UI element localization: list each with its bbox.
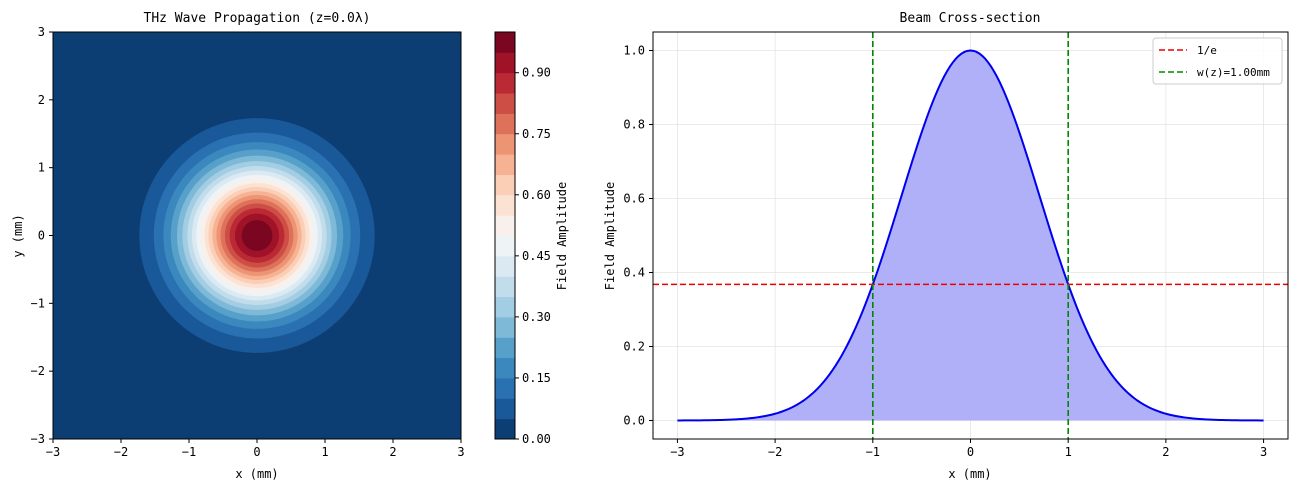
colorbar-tick-label-5: 0.75 [522, 127, 551, 141]
colorbar-band-1 [495, 398, 515, 420]
colorbar-ticks: 0.00 0.15 0.30 0.45 0.60 0.75 0.90 [515, 66, 551, 446]
heatmap-x-tick-label-0: −3 [46, 445, 60, 459]
colorbar-label: Field Amplitude [555, 182, 569, 290]
heatmap-contours [53, 32, 461, 439]
colorbar-band-5 [495, 316, 515, 338]
heatmap-x-tick-label-2: −1 [182, 445, 196, 459]
colorbar-band-10 [495, 215, 515, 236]
heatmap-title: THz Wave Propagation (z=0.0λ) [144, 11, 371, 26]
colorbar-tick-label-3: 0.45 [522, 249, 551, 263]
line-x-ticks: −3 −2 −1 0 1 2 3 [670, 439, 1267, 459]
legend-box [1152, 37, 1283, 85]
line-x-label: x (mm) [948, 467, 991, 481]
colorbar-band-17 [495, 72, 515, 94]
colorbar-band-4 [495, 337, 515, 359]
profile-curve [677, 49, 1264, 422]
heatmap-y-tick-label-0: −3 [31, 432, 45, 446]
colorbar-frame [494, 31, 516, 440]
heatmap-y-ticks: −3 −2 −1 0 1 2 3 [31, 25, 53, 446]
colorbar-band-13 [495, 154, 515, 175]
line-x-tick-label-5: 2 [1162, 445, 1169, 459]
colorbar-band-18 [495, 52, 515, 74]
heatmap-x-tick-label-1: −2 [114, 445, 128, 459]
colorbar-band-11 [495, 194, 515, 216]
colorbar-tick-label-4: 0.60 [522, 188, 551, 202]
line-y-tick-label-1: 0.2 [623, 340, 645, 354]
colorbar-band-16 [495, 93, 515, 114]
colorbar-tick-label-2: 0.30 [522, 310, 551, 324]
colorbar: 0.00 0.15 0.30 0.45 0.60 0.75 0.90 Field Ampli… [494, 31, 569, 446]
colorbar-band-15 [495, 113, 515, 135]
legend: 1/e w(z)=1.00mm [1152, 37, 1283, 85]
line-y-tick-label-2: 0.4 [623, 266, 645, 280]
heatmap-panel: THz Wave Propagation (z=0.0λ) −3 −2 −1 0 1 2 3… [11, 11, 465, 481]
colorbar-band-8 [495, 255, 515, 277]
line-x-tick-label-0: −3 [670, 445, 684, 459]
colorbar-bands [495, 32, 515, 440]
line-y-label: Field Amplitude [603, 182, 617, 290]
line-y-tick-label-3: 0.6 [623, 192, 645, 206]
colorbar-tick-label-0: 0.00 [522, 432, 551, 446]
heatmap-y-tick-label-4: 1 [38, 161, 45, 175]
profile-fill-area [677, 50, 1264, 421]
colorbar-tick-label-6: 0.90 [522, 66, 551, 80]
line-x-tick-label-3: 0 [967, 445, 974, 459]
colorbar-band-7 [495, 276, 515, 298]
heatmap-x-tick-label-5: 2 [389, 445, 396, 459]
line-x-tick-label-1: −2 [768, 445, 782, 459]
line-x-tick-label-6: 3 [1260, 445, 1267, 459]
line-y-tick-label-5: 1.0 [623, 44, 645, 58]
heatmap-x-tick-label-6: 3 [457, 445, 464, 459]
heatmap-x-label: x (mm) [235, 467, 278, 481]
contour-band-19 [241, 220, 273, 251]
legend-label-1e: 1/e [1197, 44, 1217, 57]
heatmap-x-tick-label-3: 0 [253, 445, 260, 459]
heatmap-y-tick-label-2: −1 [31, 296, 45, 310]
colorbar-tick-label-1: 0.15 [522, 371, 551, 385]
line-y-ticks: 0.0 0.2 0.4 0.6 0.8 1.0 [623, 44, 653, 428]
heatmap-y-tick-label-1: −2 [31, 364, 45, 378]
line-panel: Beam Cross-section −3 −2 −1 0 1 2 3 0.00.20.40… [603, 11, 1289, 481]
colorbar-band-0 [495, 418, 515, 440]
colorbar-band-3 [495, 357, 515, 379]
heatmap-y-tick-label-6: 3 [38, 25, 45, 39]
colorbar-band-2 [495, 377, 515, 399]
line-y-tick-label-0: 0.0 [623, 414, 645, 428]
heatmap-y-tick-label-5: 2 [38, 93, 45, 107]
line-x-tick-label-4: 1 [1065, 445, 1072, 459]
line-title: Beam Cross-section [900, 11, 1041, 26]
heatmap-y-tick-label-3: 0 [38, 229, 45, 243]
heatmap-x-ticks: −3 −2 −1 0 1 2 3 [46, 439, 465, 459]
colorbar-band-12 [495, 174, 515, 196]
line-x-tick-label-2: −1 [866, 445, 880, 459]
legend-label-waist: w(z)=1.00mm [1197, 66, 1270, 79]
heatmap-x-tick-label-4: 1 [321, 445, 328, 459]
colorbar-band-9 [495, 235, 515, 257]
heatmap-y-label: y (mm) [11, 214, 25, 257]
colorbar-band-14 [495, 133, 515, 155]
line-y-tick-label-4: 0.8 [623, 118, 645, 132]
colorbar-band-6 [495, 296, 515, 318]
colorbar-band-19 [495, 32, 515, 53]
